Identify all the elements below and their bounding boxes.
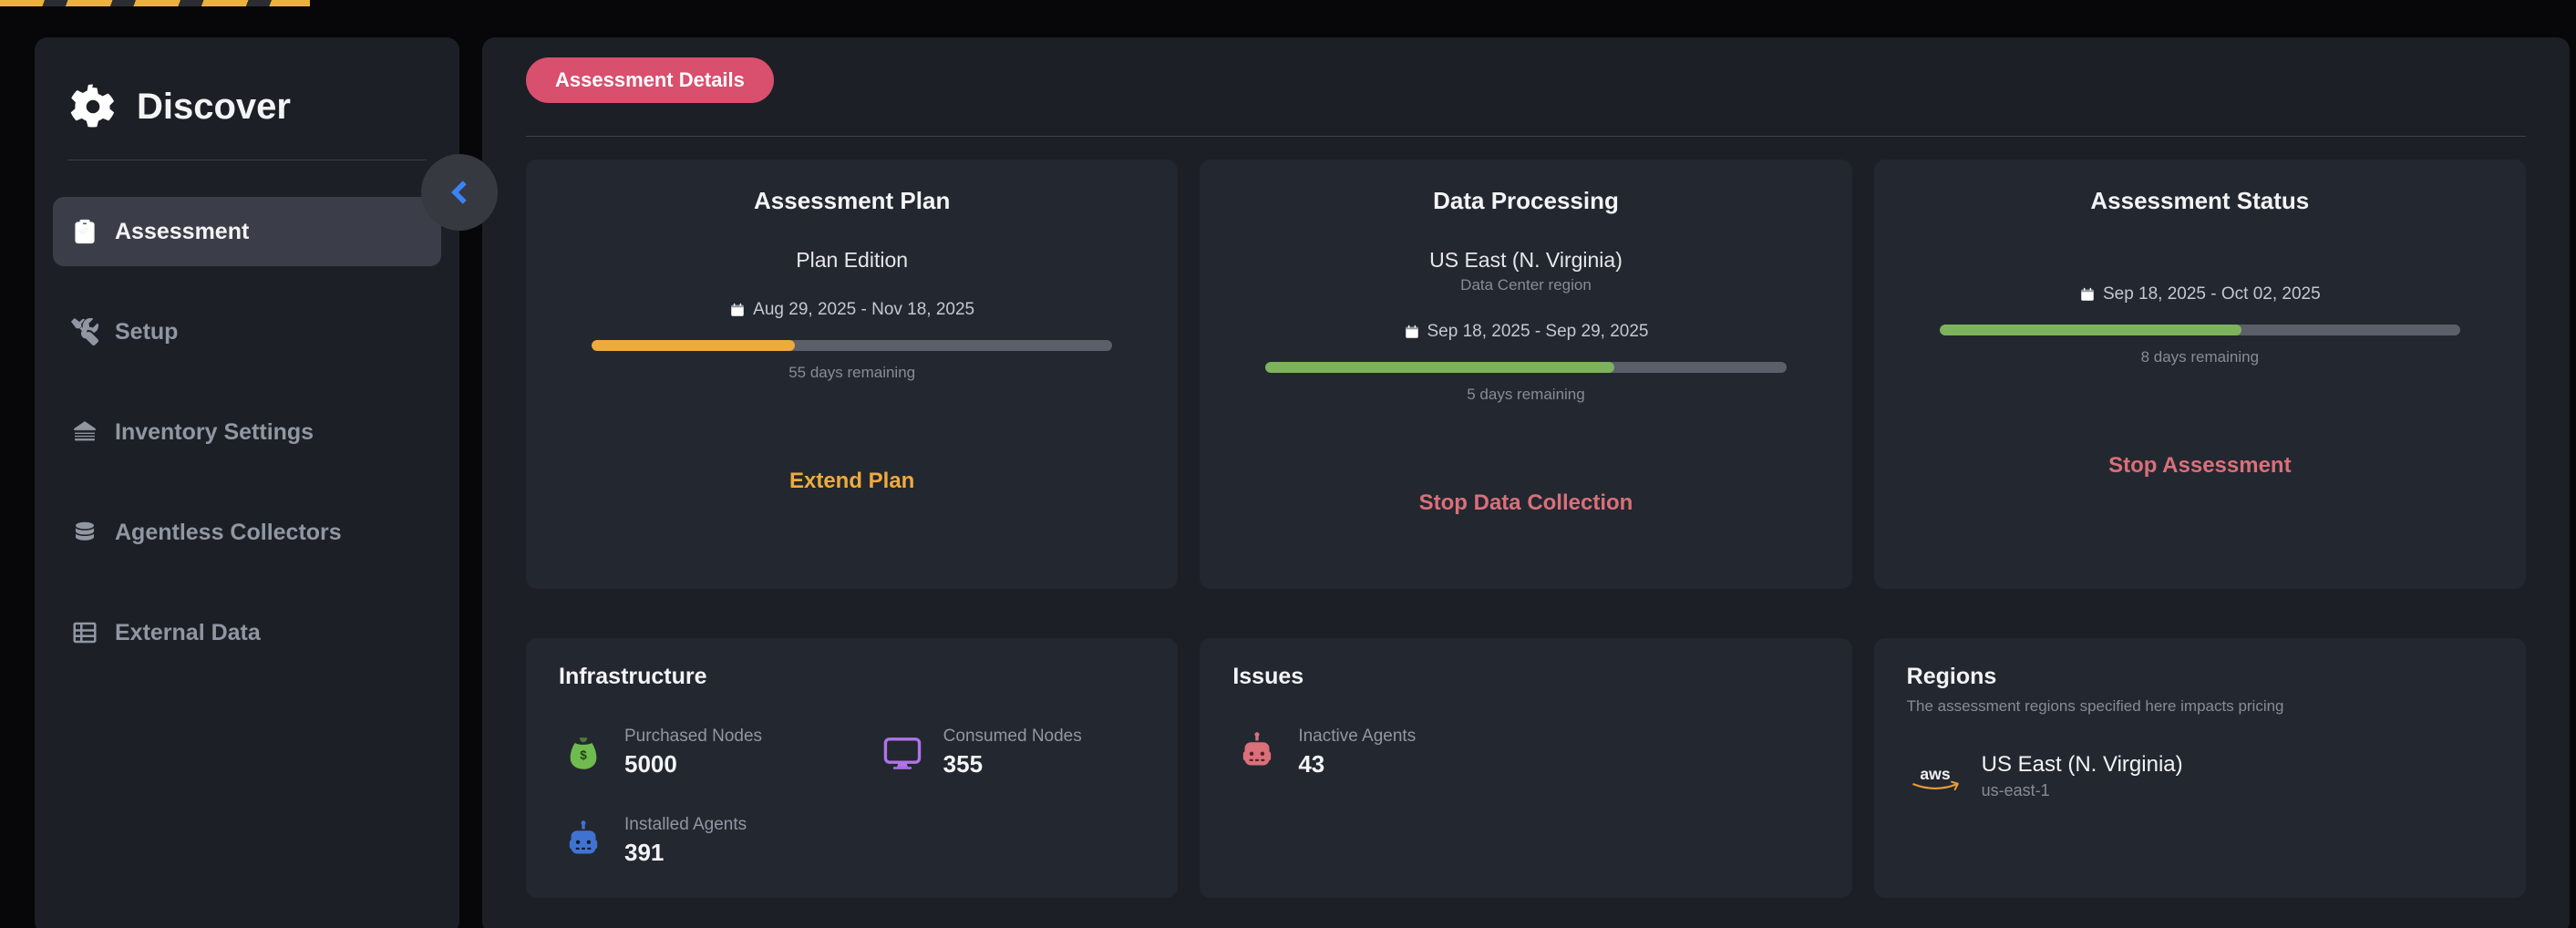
svg-text:aws: aws [1920, 765, 1950, 783]
svg-text:$: $ [580, 748, 587, 761]
